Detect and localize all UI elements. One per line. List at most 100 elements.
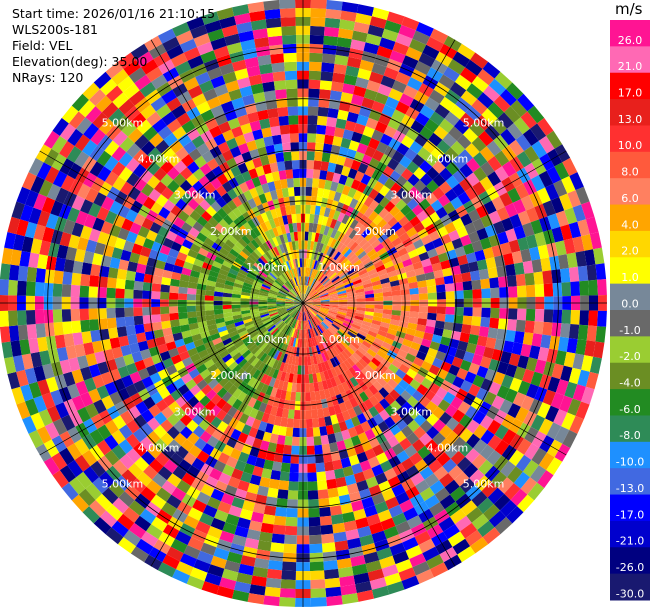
velocity-bin	[264, 277, 274, 285]
velocity-bin	[245, 323, 255, 330]
velocity-bin	[98, 276, 108, 288]
velocity-bin	[83, 250, 95, 264]
velocity-bin	[279, 8, 296, 18]
velocity-bin	[267, 274, 276, 282]
velocity-bin	[294, 267, 299, 277]
velocity-bin	[313, 345, 319, 356]
velocity-bin	[160, 432, 174, 446]
velocity-bin	[293, 186, 301, 196]
velocity-bin	[330, 200, 339, 211]
velocity-bin	[303, 303, 306, 312]
velocity-bin	[329, 306, 339, 310]
velocity-bin	[295, 392, 301, 402]
velocity-bin	[293, 418, 300, 429]
velocity-bin	[127, 186, 141, 201]
velocity-bin	[394, 163, 407, 176]
velocity-bin	[336, 314, 346, 321]
velocity-bin	[129, 371, 142, 384]
velocity-bin	[224, 33, 241, 46]
velocity-bin	[226, 252, 237, 261]
velocity-bin	[191, 333, 202, 342]
velocity-bin	[401, 413, 414, 426]
velocity-bin	[278, 290, 288, 296]
velocity-bin	[161, 146, 176, 161]
velocity-bin	[317, 363, 324, 373]
velocity-bin	[275, 266, 283, 275]
velocity-bin	[254, 37, 270, 48]
velocity-bin	[330, 274, 339, 282]
velocity-bin	[28, 157, 44, 176]
velocity-bin	[179, 245, 190, 256]
velocity-bin	[240, 123, 253, 135]
velocity-bin	[471, 136, 487, 152]
velocity-bin	[210, 405, 222, 417]
velocity-bin	[153, 267, 164, 277]
velocity-bin	[41, 392, 56, 410]
velocity-bin	[309, 43, 324, 54]
velocity-bin	[313, 281, 321, 290]
velocity-bin	[558, 254, 569, 270]
velocity-bin	[332, 423, 342, 434]
velocity-bin	[264, 345, 273, 355]
velocity-bin	[329, 294, 339, 299]
velocity-bin	[255, 429, 265, 441]
velocity-bin	[226, 456, 238, 469]
velocity-bin	[275, 320, 284, 328]
velocity-bin	[377, 268, 388, 277]
velocity-bin	[274, 279, 283, 287]
velocity-bin	[313, 260, 318, 270]
velocity-bin	[37, 254, 48, 270]
velocity-bin	[26, 324, 38, 340]
velocity-bin	[361, 241, 371, 251]
velocity-bin	[326, 314, 336, 321]
velocity-bin	[103, 244, 115, 258]
velocity-bin	[25, 310, 36, 325]
velocity-bin	[483, 247, 495, 260]
velocity-bin	[533, 321, 544, 335]
velocity-bin	[149, 221, 162, 234]
velocity-bin	[215, 398, 227, 410]
velocity-bin	[380, 277, 390, 285]
velocity-bin	[400, 289, 410, 296]
velocity-bin	[179, 553, 197, 568]
velocity-bin	[335, 283, 345, 290]
velocity-bin	[97, 166, 112, 182]
velocity-bin	[190, 353, 201, 363]
velocity-bin	[234, 279, 244, 286]
velocity-bin	[430, 445, 445, 460]
velocity-bin	[337, 383, 346, 394]
velocity-bin	[489, 317, 500, 329]
velocity-bin	[432, 237, 444, 249]
velocity-bin	[203, 221, 215, 233]
velocity-bin	[273, 281, 282, 288]
velocity-bin	[338, 307, 348, 312]
velocity-bin	[192, 192, 205, 205]
velocity-bin	[121, 374, 134, 388]
velocity-bin	[459, 112, 476, 128]
velocity-bin	[199, 430, 212, 443]
velocity-bin	[199, 512, 214, 526]
velocity-bin	[112, 130, 128, 147]
velocity-bin	[290, 250, 295, 260]
velocity-bin	[511, 342, 523, 356]
velocity-bin	[321, 62, 335, 73]
velocity-bin	[534, 284, 545, 297]
velocity-bin	[497, 477, 514, 494]
velocity-bin	[413, 192, 426, 205]
velocity-bin	[483, 200, 497, 215]
velocity-bin	[416, 350, 427, 361]
velocity-bin	[526, 383, 539, 399]
velocity-bin	[16, 401, 31, 420]
velocity-bin	[316, 471, 327, 482]
velocity-bin	[104, 381, 118, 396]
velocity-bin	[296, 276, 300, 286]
velocity-bin	[503, 252, 514, 266]
velocity-bin	[312, 269, 317, 279]
colorbar-label: 6.0	[621, 192, 639, 205]
velocity-bin	[542, 321, 553, 336]
velocity-bin	[435, 387, 448, 400]
velocity-bin	[329, 153, 339, 164]
velocity-bin	[207, 232, 218, 243]
velocity-bin	[334, 540, 349, 552]
velocity-bin	[267, 294, 277, 299]
